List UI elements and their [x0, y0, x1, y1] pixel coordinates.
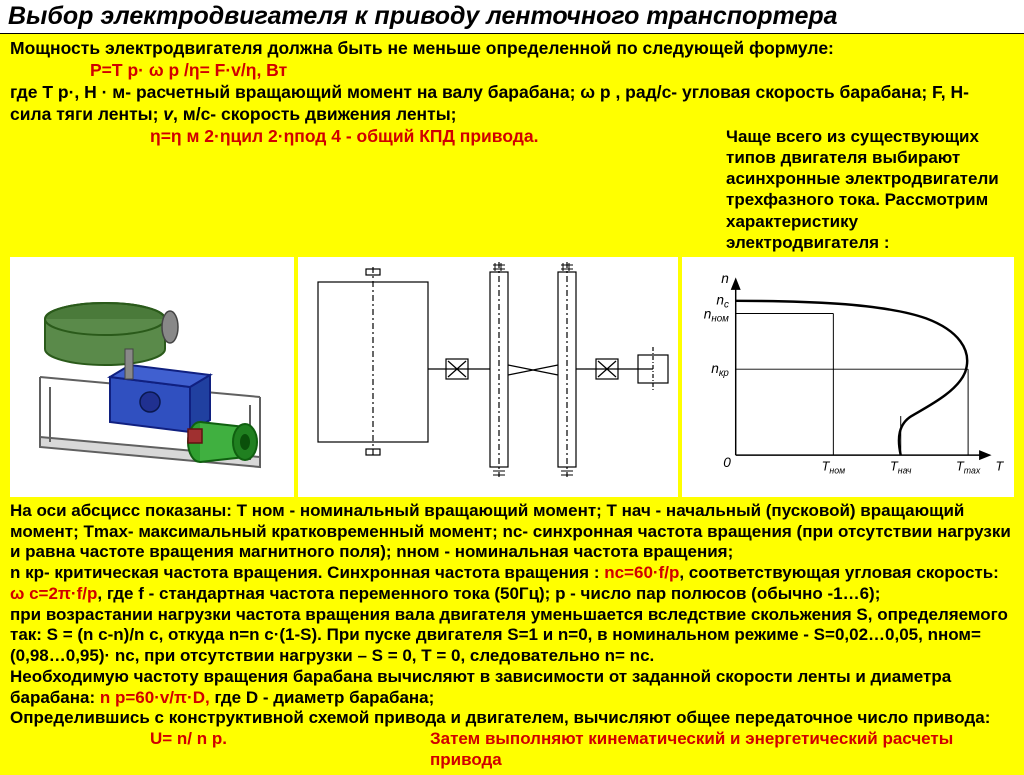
line-where: где T р·, Н · м- расчетный вращающий мом… [10, 82, 1014, 126]
para-drum-freq: Необходимую частоту вращения барабана вы… [10, 667, 1014, 708]
para-nkr: n кр- критическая частота вращения. Синх… [10, 563, 1014, 584]
motor-type-note: Чаще всего из существующих типов двигате… [726, 126, 1014, 254]
figure-kinematic-schematic [298, 257, 678, 497]
graph-origin: 0 [723, 455, 731, 470]
graph-ylabel-n: n [721, 271, 729, 286]
line-power-intro: Мощность электродвигателя должна быть не… [10, 38, 1014, 60]
para-axis-desc: На оси абсцисс показаны: Т ном - номинал… [10, 501, 1014, 563]
formula-power: P=T р· ω р /η= F·v/η, Вт [90, 60, 1014, 82]
figure-3d-conveyor [10, 257, 294, 497]
lower-text-block: На оси абсцисс показаны: Т ном - номинал… [0, 497, 1024, 775]
para-omega: ω с=2π·f/p, где f - стандартная частота … [10, 584, 1014, 605]
intro-block: Мощность электродвигателя должна быть не… [0, 34, 1024, 257]
graph-xlabel-t: T [995, 460, 1004, 474]
figure-torque-speed-curve: n nс nном nкр 0 Tном Tнач Tmax T [682, 257, 1014, 497]
page-title: Выбор электродвигателя к приводу ленточн… [0, 0, 1024, 34]
formula-eta: η=η м 2·ηцил 2·ηпод 4 - общий КПД привод… [150, 126, 720, 148]
figures-row: n nс nном nкр 0 Tном Tнач Tmax T [0, 257, 1024, 497]
para-ratio-intro: Определившись с конструктивной схемой пр… [10, 708, 1014, 729]
para-ratio: U= n/ n р. Затем выполняют кинематически… [10, 729, 1014, 770]
para-slip: при возрастании нагрузки частота вращени… [10, 605, 1014, 667]
